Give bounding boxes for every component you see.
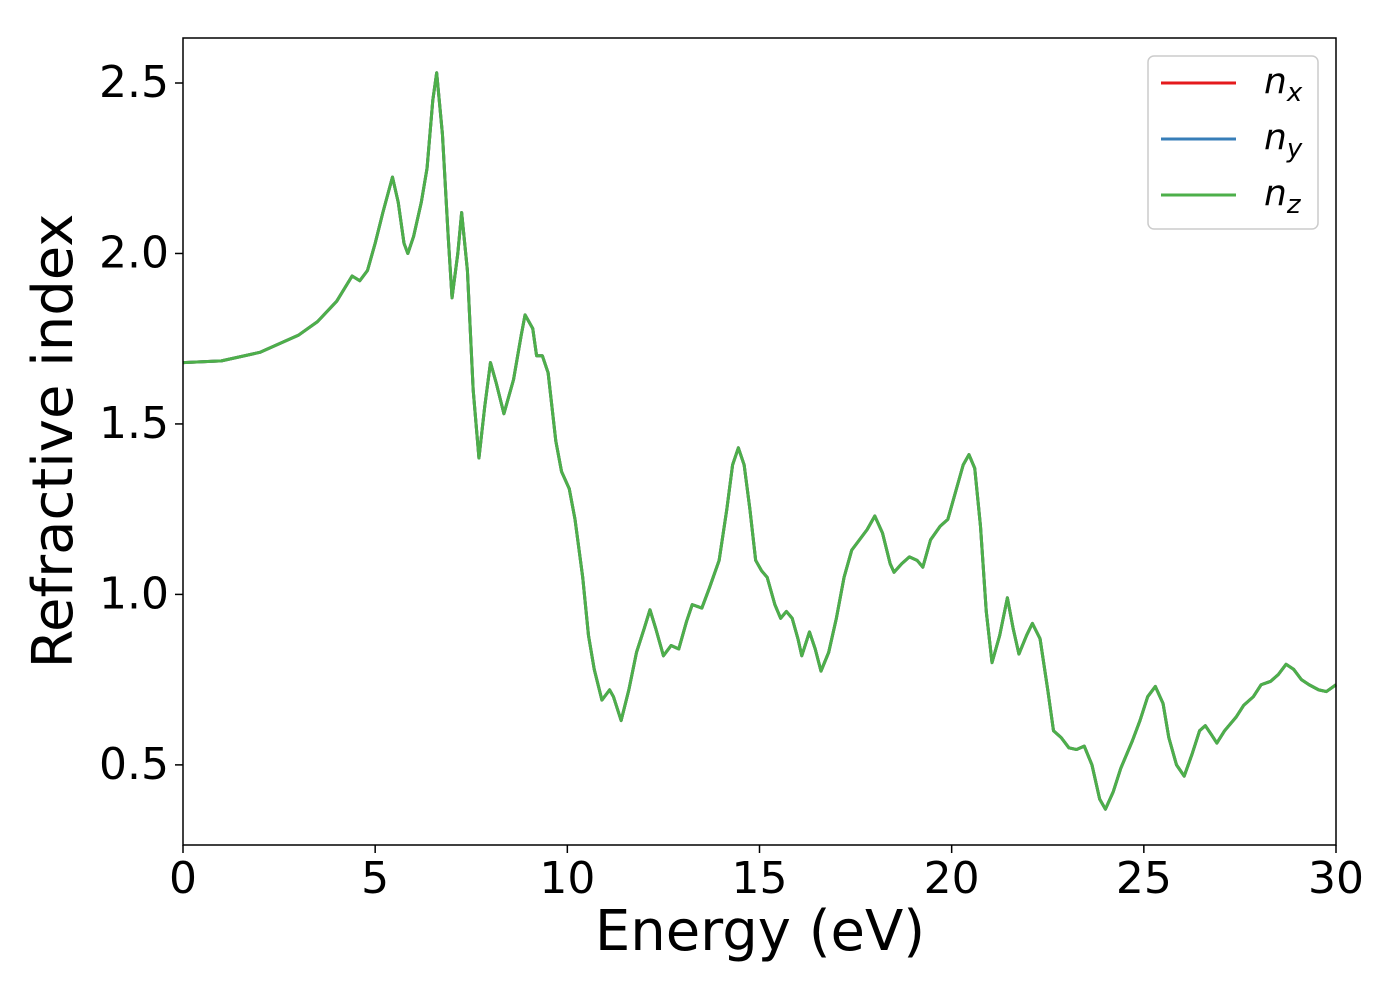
legend-label: ny bbox=[1264, 117, 1303, 164]
data-line bbox=[182, 71, 1337, 811]
x-tick-label: 0 bbox=[169, 853, 197, 904]
legend-label: nz bbox=[1264, 173, 1302, 220]
x-tick-label: 20 bbox=[924, 853, 980, 904]
y-tick-label: 1.5 bbox=[99, 398, 169, 449]
y-tick-label: 1.0 bbox=[99, 568, 169, 619]
x-tick-label: 15 bbox=[732, 853, 788, 904]
x-tick-label: 10 bbox=[539, 853, 595, 904]
y-tick-label: 2.5 bbox=[99, 57, 169, 108]
legend-label: nx bbox=[1264, 61, 1303, 108]
plot-frame bbox=[182, 37, 1337, 846]
y-tick-label: 2.0 bbox=[99, 227, 169, 278]
legend-box bbox=[1147, 55, 1319, 230]
x-tick-label: 30 bbox=[1308, 853, 1364, 904]
y-axis-label: Refractive index bbox=[21, 214, 86, 669]
legend: nx ny nz bbox=[1147, 55, 1319, 230]
x-tick-label: 25 bbox=[1116, 853, 1172, 904]
x-axis-label: Energy (eV) bbox=[595, 899, 925, 964]
x-tick-label: 5 bbox=[361, 853, 389, 904]
y-tick-label: 0.5 bbox=[99, 739, 169, 790]
